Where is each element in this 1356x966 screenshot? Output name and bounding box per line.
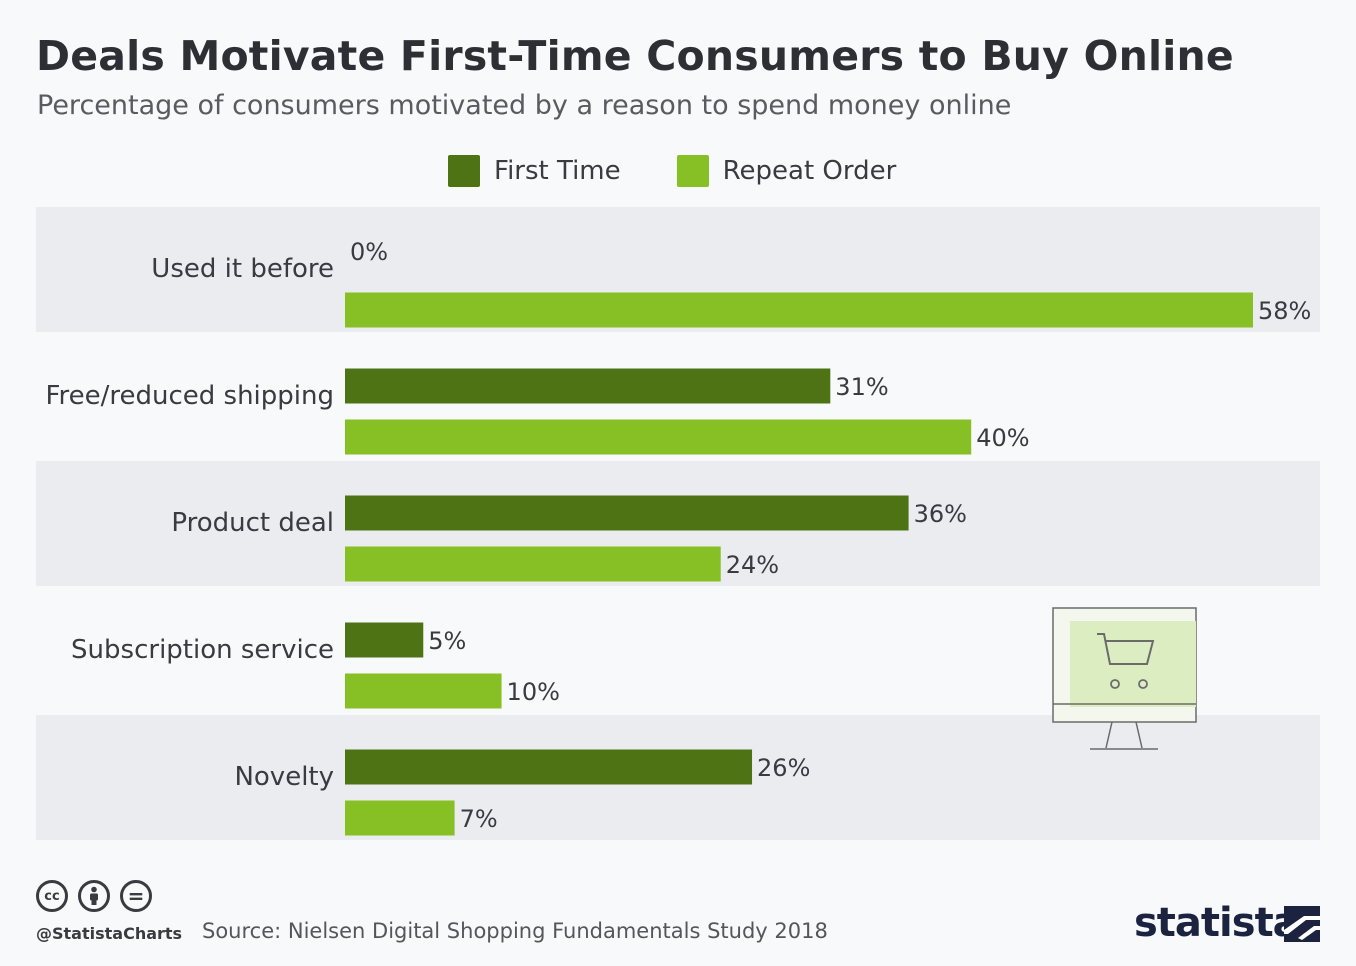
value-label-repeat-order-used-it-before: 58%: [1258, 297, 1311, 325]
value-label-first-time-novelty: 26%: [757, 754, 810, 782]
attribution-icon: [78, 880, 110, 912]
value-label-first-time-used-it-before: 0%: [350, 238, 388, 266]
bar-first-time-product-deal: [345, 495, 909, 531]
legend-label-repeat-order: Repeat Order: [722, 156, 897, 186]
brand-mark-icon: [1284, 906, 1320, 942]
shopping-cart-monitor-icon: [1052, 607, 1197, 750]
category-label-product-deal: Product deal: [171, 508, 334, 538]
bar-repeat-order-used-it-before: [345, 292, 1253, 328]
bar-first-time-novelty: [345, 749, 753, 785]
chart-title: Deals Motivate First-Time Consumers to B…: [36, 32, 1234, 80]
legend-label-first-time: First Time: [494, 156, 621, 186]
no-derivatives-icon: =: [120, 880, 152, 912]
bar-repeat-order-subscription-service: [345, 673, 502, 709]
category-label-used-it-before: Used it before: [151, 254, 334, 284]
cc-icon: cc: [36, 880, 68, 912]
brand-logo: statista: [1134, 900, 1300, 946]
category-label-subscription-service: Subscription service: [71, 635, 334, 665]
value-label-repeat-order-subscription-service: 10%: [507, 678, 560, 706]
row-band-product-deal: [36, 461, 1320, 586]
legend-swatch-first-time: [448, 155, 480, 187]
legend-item-repeat-order: Repeat Order: [676, 155, 897, 187]
row-band-novelty: [36, 715, 1320, 840]
social-handle: @StatistaCharts: [36, 924, 183, 943]
value-label-repeat-order-free-reduced-shipping: 40%: [976, 424, 1029, 452]
bar-first-time-subscription-service: [345, 622, 424, 658]
bar-repeat-order-free-reduced-shipping: [345, 419, 972, 455]
bar-repeat-order-product-deal: [345, 546, 721, 582]
row-band-used-it-before: [36, 207, 1320, 332]
value-label-first-time-product-deal: 36%: [914, 500, 967, 528]
value-label-repeat-order-product-deal: 24%: [726, 551, 779, 579]
bar-repeat-order-novelty: [345, 800, 455, 836]
legend-swatch-repeat-order: [676, 155, 709, 187]
legend: First Time Repeat Order: [448, 155, 952, 187]
value-label-first-time-free-reduced-shipping: 31%: [835, 373, 888, 401]
value-label-repeat-order-novelty: 7%: [460, 805, 498, 833]
chart-subtitle: Percentage of consumers motivated by a r…: [37, 90, 1012, 121]
legend-item-first-time: First Time: [448, 155, 621, 187]
source-note: Source: Nielsen Digital Shopping Fundame…: [202, 919, 828, 943]
value-label-first-time-subscription-service: 5%: [428, 627, 466, 655]
license-icons: cc =: [36, 880, 162, 912]
category-label-novelty: Novelty: [234, 762, 334, 792]
bar-first-time-free-reduced-shipping: [345, 368, 831, 404]
category-label-free-reduced-shipping: Free/reduced shipping: [45, 381, 334, 411]
